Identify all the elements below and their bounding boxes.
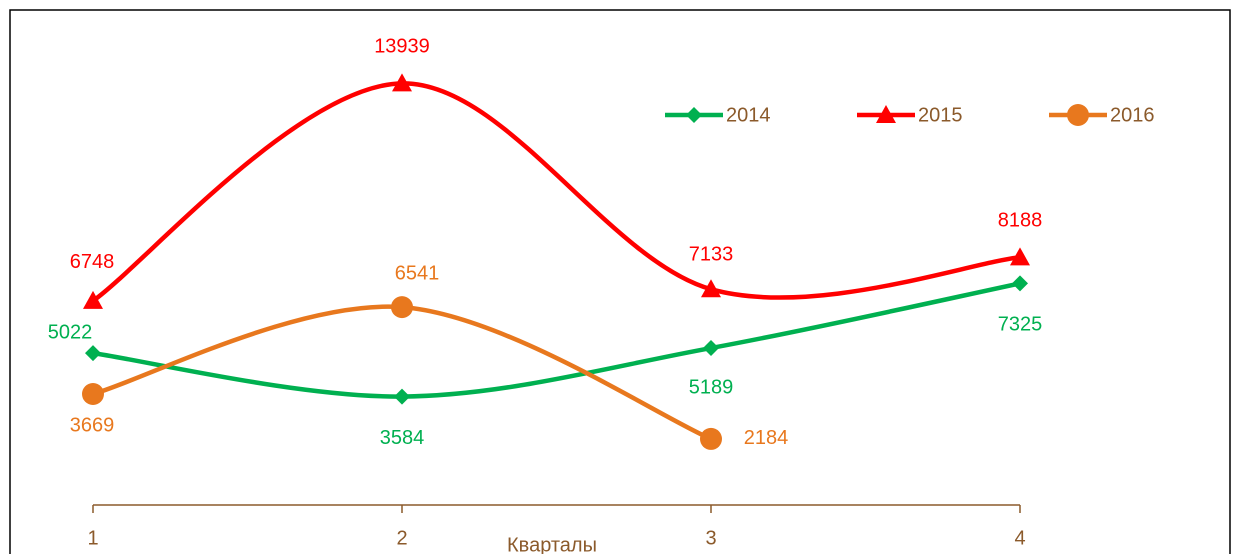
data-label: 6541 [395,262,440,284]
data-point [83,290,103,309]
series-line [91,81,1021,303]
data-point [394,388,410,405]
data-point [703,340,719,357]
legend-marker [686,107,702,123]
data-point [1012,275,1028,292]
data-label: 5189 [689,376,734,398]
data-label: 3584 [380,427,425,449]
data-label: 13939 [374,36,430,58]
x-tick-label: 3 [705,527,716,549]
x-tick-label: 2 [396,527,407,549]
legend-marker [876,105,896,123]
data-point [85,345,101,362]
data-point [391,296,413,319]
data-point [1010,247,1030,266]
series-line [92,281,1021,399]
chart-frame [9,9,1231,554]
data-point [701,279,721,298]
legend-label: 2015 [918,104,963,126]
legend-label: 2016 [1110,104,1155,126]
series-line [92,304,712,442]
x-tick-label: 1 [87,527,98,549]
legend-label: 2014 [726,104,771,126]
data-label: 6748 [70,251,115,273]
data-label: 5022 [48,321,93,343]
data-label: 8188 [998,210,1043,232]
data-point [392,73,412,92]
data-point [82,383,104,406]
data-label: 3669 [70,414,115,436]
data-point [700,427,722,450]
data-label: 7325 [998,314,1043,336]
data-label: 2184 [744,427,789,449]
x-tick-label: 4 [1014,527,1025,549]
x-axis-label: Кварталы [507,534,597,554]
data-label: 7133 [689,244,734,266]
legend-marker [1067,104,1089,126]
